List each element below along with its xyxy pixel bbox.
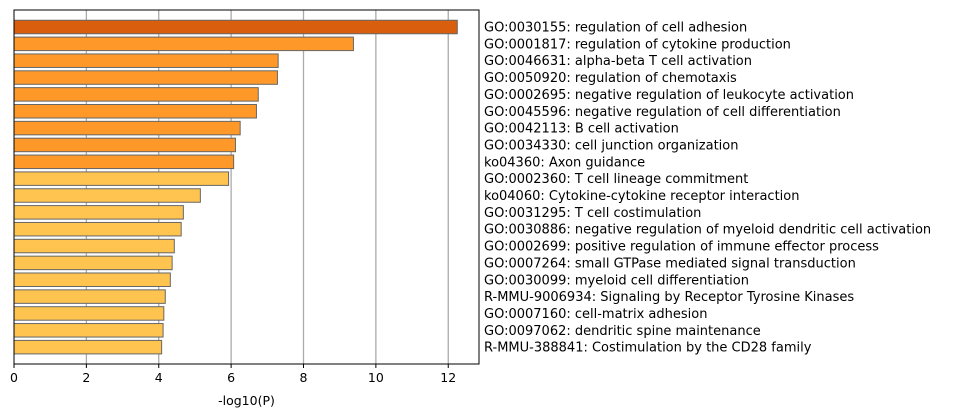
bar: [13, 154, 235, 170]
category-label: ko04060: Cytokine-cytokine receptor inte…: [484, 189, 799, 204]
bar: [13, 221, 182, 237]
bar: [13, 120, 241, 136]
x-tick-label: 8: [300, 370, 308, 385]
category-label: GO:0030155: regulation of cell adhesion: [484, 21, 747, 36]
bar: [13, 171, 230, 186]
x-axis-title: -log10(P): [218, 393, 275, 408]
category-label: GO:0045596: negative regulation of cell …: [484, 105, 841, 120]
x-axis-ticks: 0 2 4 6 8 10 12: [10, 364, 456, 385]
category-label: GO:0002699: positive regulation of immun…: [484, 240, 879, 255]
bar: [13, 205, 184, 220]
bar: [13, 137, 236, 153]
x-tick-label: 10: [368, 370, 384, 385]
bar: [13, 306, 165, 321]
category-label: R-MMU-388841: Costimulation by the CD28 …: [484, 341, 812, 356]
gridlines: [85, 10, 449, 364]
x-tick-label: 0: [10, 370, 18, 385]
category-label: GO:0002360: T cell lineage commitment: [484, 172, 748, 187]
category-label: ko04360: Axon guidance: [484, 155, 645, 170]
bar: [13, 272, 171, 287]
plot-frame: [13, 9, 480, 365]
bar: [13, 323, 164, 338]
category-label: R-MMU-9006934: Signaling by Receptor Tyr…: [484, 290, 854, 305]
category-label: GO:0034330: cell junction organization: [484, 138, 738, 153]
category-label: GO:0031295: T cell costimulation: [484, 206, 701, 221]
category-label: GO:0007160: cell-matrix adhesion: [484, 307, 707, 322]
bar: [13, 104, 257, 119]
x-tick-label: 12: [440, 370, 456, 385]
bar: [13, 19, 458, 35]
bar: [13, 53, 279, 68]
bar: [13, 339, 163, 355]
bar: [13, 289, 166, 304]
x-tick-label: 6: [227, 370, 235, 385]
category-label: GO:0097062: dendritic spine maintenance: [484, 324, 761, 339]
bar: [13, 36, 354, 52]
bar: [13, 70, 278, 85]
bar: [13, 188, 201, 203]
category-label: GO:0001817: regulation of cytokine produ…: [484, 37, 791, 52]
bar: [13, 238, 175, 254]
category-labels: GO:0030155: regulation of cell adhesionG…: [484, 21, 931, 356]
category-label: GO:0030886: negative regulation of myelo…: [484, 223, 931, 238]
category-label: GO:0007264: small GTPase mediated signal…: [484, 256, 856, 271]
category-label: GO:0002695: negative regulation of leuko…: [484, 88, 854, 103]
x-tick-label: 2: [82, 370, 90, 385]
x-tick-label: 4: [155, 370, 163, 385]
bar: [13, 255, 173, 271]
category-label: GO:0030099: myeloid cell differentiation: [484, 273, 749, 288]
bars: [13, 19, 458, 355]
category-label: GO:0042113: B cell activation: [484, 122, 679, 137]
bar: [13, 87, 259, 102]
category-label: GO:0046631: alpha-beta T cell activation: [484, 54, 752, 69]
category-label: GO:0050920: regulation of chemotaxis: [484, 71, 737, 86]
